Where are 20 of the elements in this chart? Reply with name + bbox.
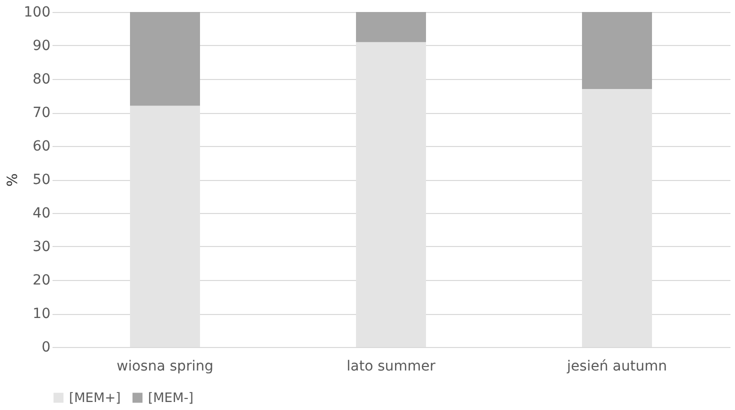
y-tick-label: 70 — [32, 105, 50, 121]
y-tick-label: 0 — [42, 340, 50, 356]
y-tick-label: 40 — [32, 206, 50, 222]
y-tick-label: 10 — [32, 306, 50, 322]
x-tick-label: wiosna spring — [116, 358, 214, 374]
bar — [130, 12, 200, 106]
y-tick-label: 80 — [32, 72, 50, 88]
legend-label: [MEM+] — [69, 390, 121, 406]
y-tick-label: 30 — [32, 239, 50, 255]
bar — [356, 12, 426, 42]
y-tick-label: 50 — [32, 172, 50, 188]
x-tick-label: jesień autumn — [566, 358, 667, 374]
bar — [582, 12, 652, 90]
y-tick-label: 100 — [24, 4, 50, 20]
y-axis-title: % — [4, 173, 21, 187]
y-tick-label: 20 — [32, 272, 50, 288]
y-tick-label: 90 — [32, 38, 50, 54]
x-tick-label: lato summer — [346, 358, 436, 374]
legend-label: [MEM-] — [148, 390, 194, 406]
y-tick-label: 60 — [32, 138, 50, 154]
